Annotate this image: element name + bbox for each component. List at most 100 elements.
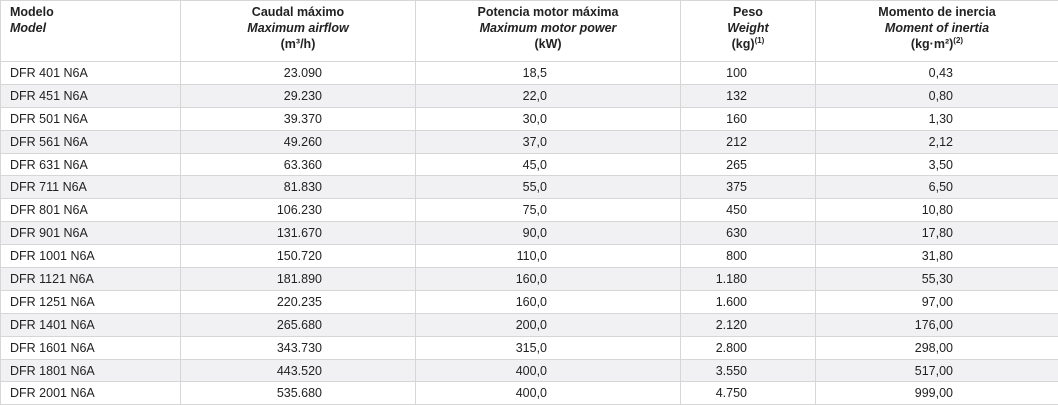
header-title: Potencia motor máxima (416, 4, 680, 20)
model-cell: DFR 1401 N6A (1, 313, 181, 336)
value-cell: 400,0 (416, 382, 681, 405)
value-cell: 160 (681, 107, 816, 130)
value-cell: 800 (681, 245, 816, 268)
value-cell: 176,00 (816, 313, 1058, 336)
value-cell: 212 (681, 130, 816, 153)
value-cell: 517,00 (816, 359, 1058, 382)
value-cell: 630 (681, 222, 816, 245)
model-cell: DFR 1121 N6A (1, 268, 181, 291)
value-cell: 2.120 (681, 313, 816, 336)
header-title: Peso (681, 4, 815, 20)
header-subtitle: Weight (681, 20, 815, 36)
header-unit: (m³/h) (181, 36, 415, 52)
model-cell: DFR 1801 N6A (1, 359, 181, 382)
value-cell: 45,0 (416, 153, 681, 176)
value-cell: 31,80 (816, 245, 1058, 268)
header-unit: (kg)(1) (681, 36, 815, 52)
header-subtitle-text: Maximum airflow (247, 21, 348, 35)
unit-text: (kg·m²) (911, 37, 953, 51)
value-cell: 343.730 (181, 336, 416, 359)
value-cell: 81.830 (181, 176, 416, 199)
value-cell: 160,0 (416, 268, 681, 291)
unit-text: (kg) (732, 37, 755, 51)
model-cell: DFR 1251 N6A (1, 290, 181, 313)
value-cell: 1,30 (816, 107, 1058, 130)
model-cell: DFR 401 N6A (1, 62, 181, 85)
value-cell: 443.520 (181, 359, 416, 382)
value-cell: 55,30 (816, 268, 1058, 291)
value-cell: 110,0 (416, 245, 681, 268)
value-cell: 150.720 (181, 245, 416, 268)
value-cell: 450 (681, 199, 816, 222)
model-cell: DFR 2001 N6A (1, 382, 181, 405)
value-cell: 63.360 (181, 153, 416, 176)
header-subtitle: Model (10, 20, 180, 36)
header-title: Modelo (10, 4, 180, 20)
header-title: Momento de inercia (816, 4, 1058, 20)
value-cell: 2.800 (681, 336, 816, 359)
value-cell: 29.230 (181, 84, 416, 107)
value-cell: 132 (681, 84, 816, 107)
header-subtitle: Moment of inertia (816, 20, 1058, 36)
header-title: Caudal máximo (181, 4, 415, 20)
value-cell: 200,0 (416, 313, 681, 336)
value-cell: 4.750 (681, 382, 816, 405)
header-subtitle: Maximum motor power (416, 20, 680, 36)
header-subtitle-text: Maximum motor power (480, 21, 617, 35)
value-cell: 55,0 (416, 176, 681, 199)
value-cell: 375 (681, 176, 816, 199)
model-cell: DFR 561 N6A (1, 130, 181, 153)
value-cell: 3.550 (681, 359, 816, 382)
unit-text: (m³/h) (281, 37, 316, 51)
value-cell: 999,00 (816, 382, 1058, 405)
value-cell: 106.230 (181, 199, 416, 222)
header-unit: (kg·m²)(2) (816, 36, 1058, 52)
unit-text: (kW) (534, 37, 561, 51)
value-cell: 1.180 (681, 268, 816, 291)
model-cell: DFR 1001 N6A (1, 245, 181, 268)
value-cell: 6,50 (816, 176, 1058, 199)
value-cell: 400,0 (416, 359, 681, 382)
value-cell: 30,0 (416, 107, 681, 130)
footnote-ref: (2) (953, 36, 963, 45)
value-cell: 37,0 (416, 130, 681, 153)
value-cell: 220.235 (181, 290, 416, 313)
value-cell: 23.090 (181, 62, 416, 85)
value-cell: 18,5 (416, 62, 681, 85)
value-cell: 535.680 (181, 382, 416, 405)
value-cell: 131.670 (181, 222, 416, 245)
value-cell: 22,0 (416, 84, 681, 107)
header-subtitle: Maximum airflow (181, 20, 415, 36)
value-cell: 90,0 (416, 222, 681, 245)
value-cell: 39.370 (181, 107, 416, 130)
value-cell: 265 (681, 153, 816, 176)
value-cell: 160,0 (416, 290, 681, 313)
footnote-ref: (1) (755, 36, 765, 45)
value-cell: 100 (681, 62, 816, 85)
header-subtitle-text: Model (10, 21, 46, 35)
value-cell: 3,50 (816, 153, 1058, 176)
value-cell: 1.600 (681, 290, 816, 313)
